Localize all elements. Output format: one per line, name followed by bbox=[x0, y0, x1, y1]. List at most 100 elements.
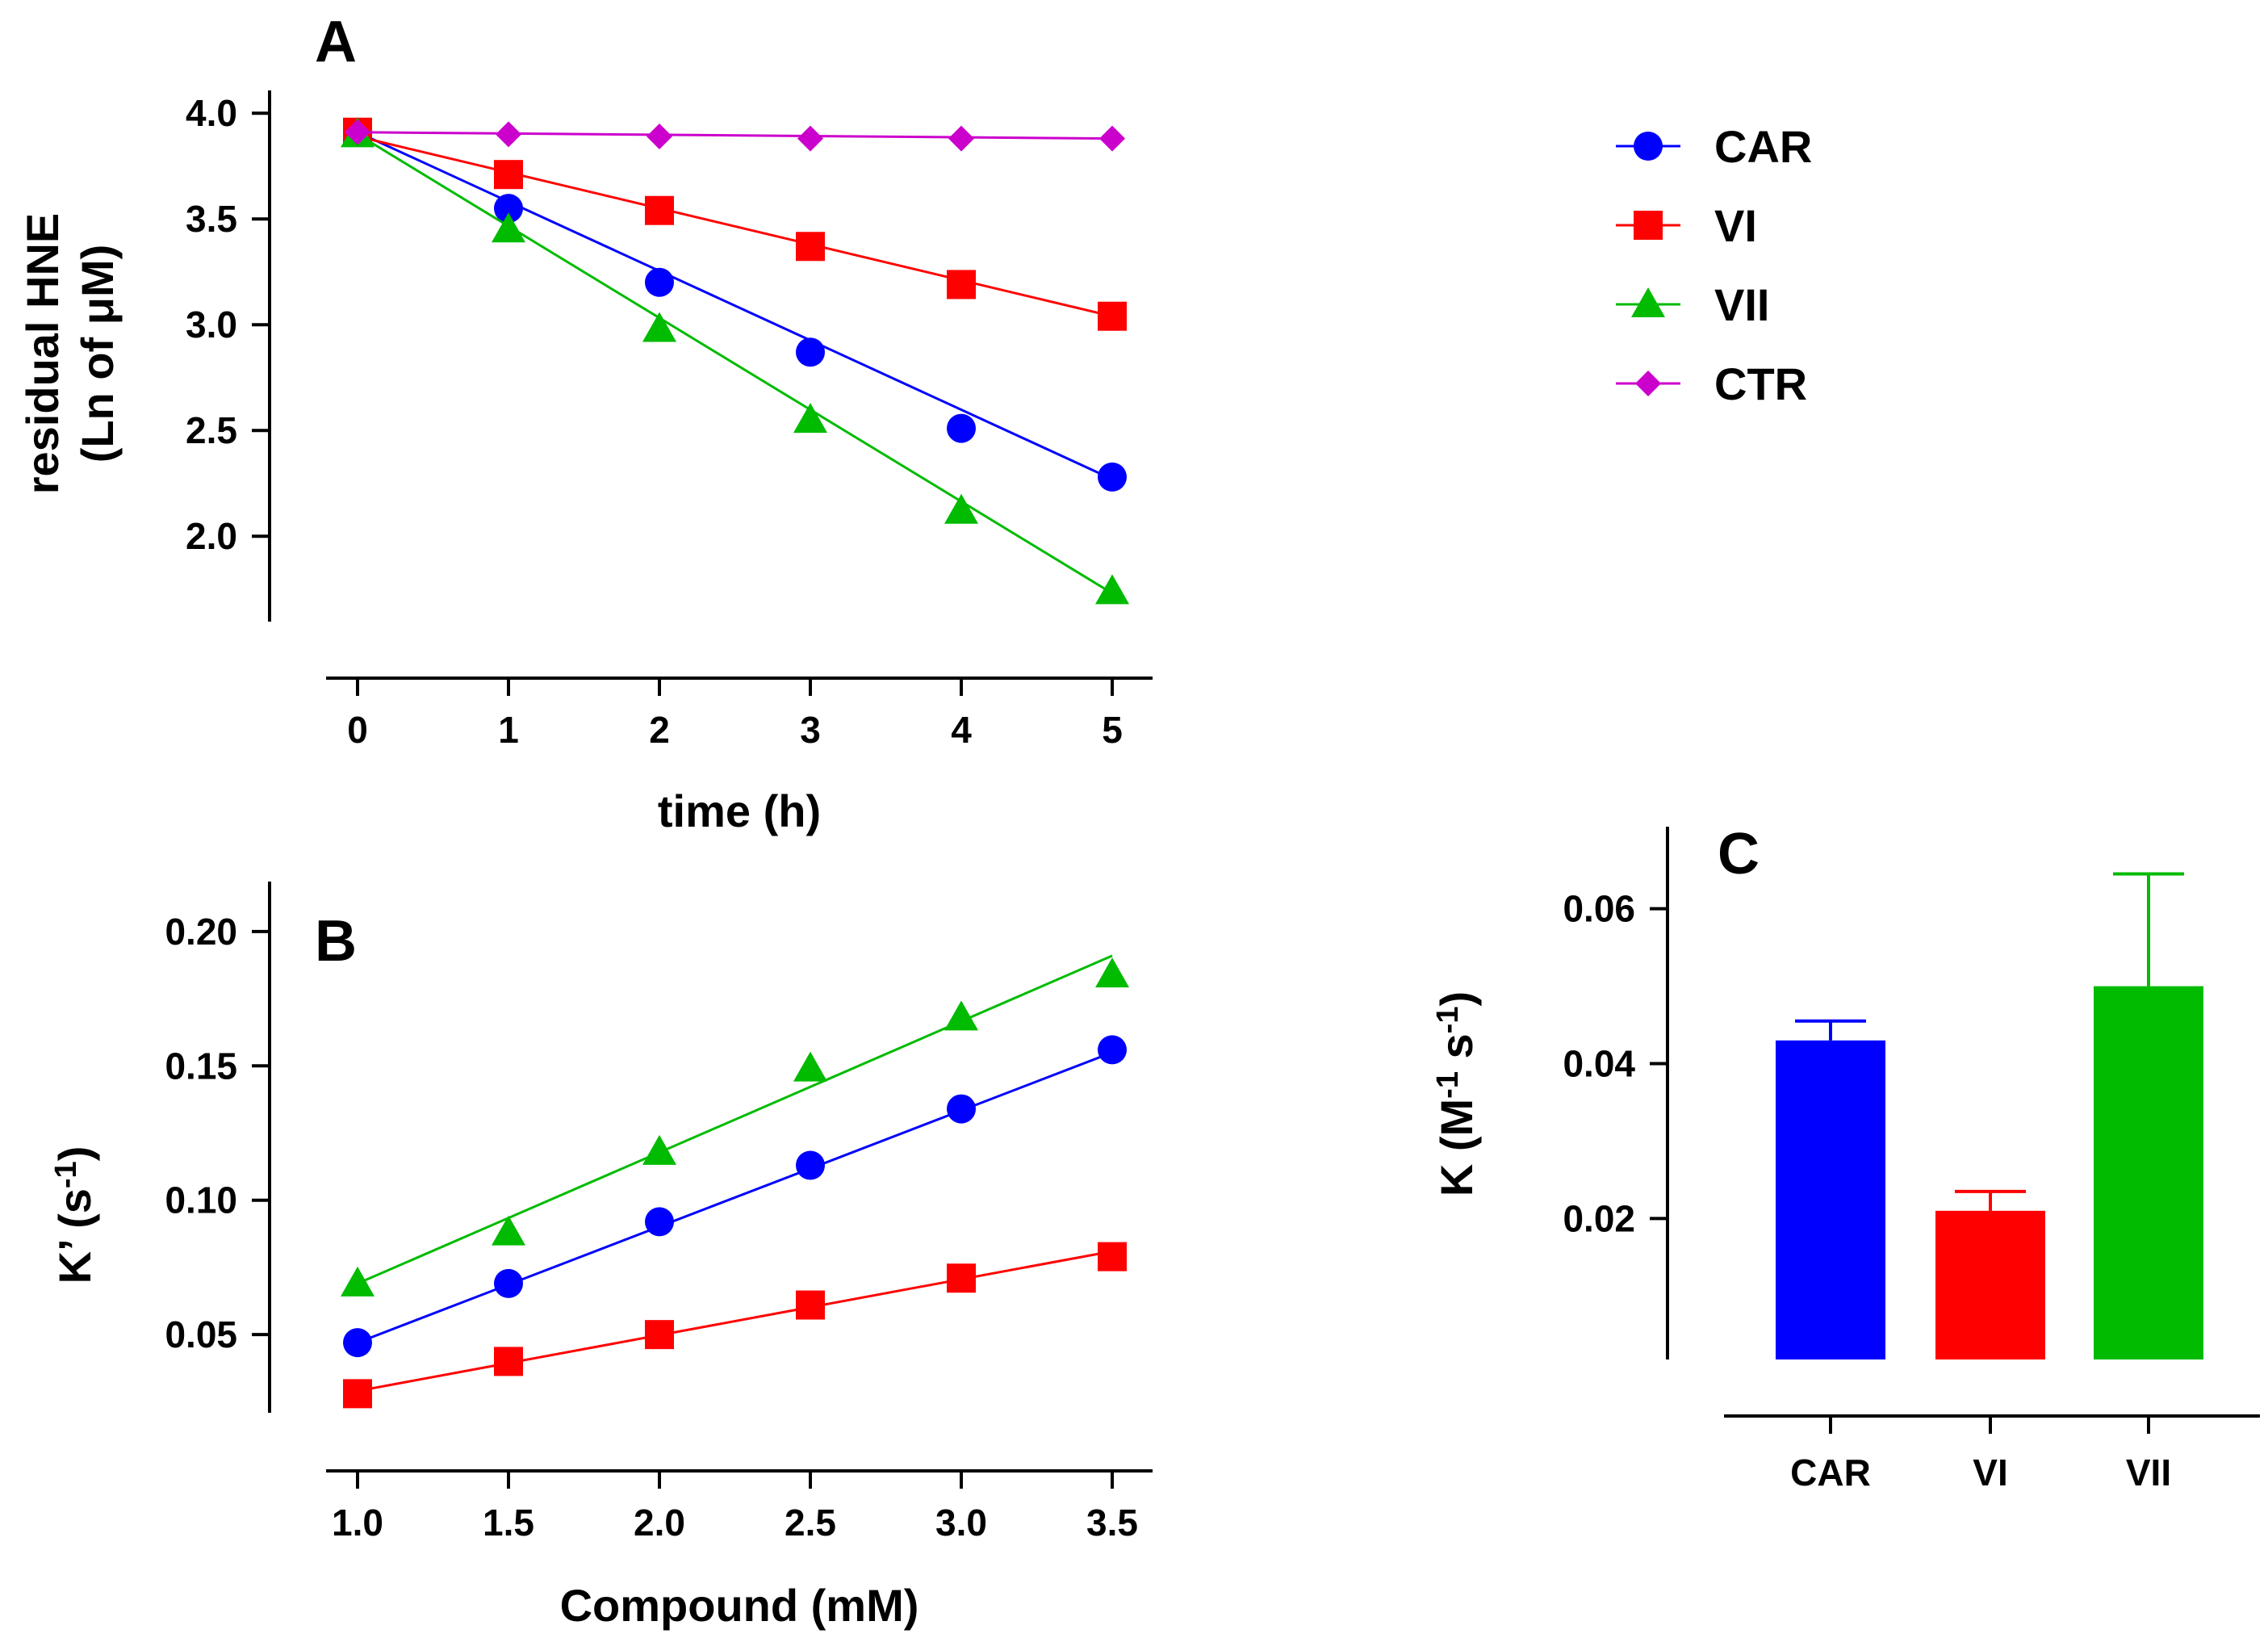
x-tick-label-vi: VI bbox=[1973, 1452, 2007, 1493]
fit-line-vi bbox=[357, 1250, 1113, 1393]
x-tick-label-vii: VII bbox=[2126, 1452, 2171, 1493]
x-tick-label: 3.5 bbox=[1086, 1502, 1138, 1544]
y-tick-label: 3.0 bbox=[186, 304, 237, 346]
x-tick-label: 2 bbox=[649, 709, 670, 751]
point-vii bbox=[341, 1266, 375, 1297]
ticks-c: 0.02 0.04 0.06 CAR VI VII bbox=[1563, 888, 2171, 1493]
y-tick-label: 0.04 bbox=[1563, 1043, 1635, 1085]
panel-label-b: B bbox=[315, 909, 357, 974]
x-tick-label: 2.5 bbox=[785, 1502, 836, 1544]
point-vii bbox=[944, 493, 978, 524]
y-tick-label: 3.5 bbox=[186, 198, 237, 240]
y-axis-label-b-sup: -1 bbox=[49, 1161, 83, 1188]
legend-label-car: CAR bbox=[1714, 121, 1812, 172]
point-ctr bbox=[797, 125, 823, 152]
point-vi bbox=[343, 1379, 372, 1409]
x-axis-label-b: Compound (mM) bbox=[560, 1580, 919, 1631]
y-axis-label-b: K’ (s-1) bbox=[49, 1146, 100, 1284]
legend-label-ctr: CTR bbox=[1714, 358, 1807, 409]
y-axis-label-b-main: K’ (s bbox=[49, 1188, 100, 1284]
legend-marker-vii bbox=[1631, 287, 1665, 317]
point-vi bbox=[947, 270, 976, 300]
point-car bbox=[343, 1328, 372, 1358]
point-vi bbox=[796, 1290, 825, 1320]
x-tick-label: 4 bbox=[951, 709, 972, 751]
y-axis-label-a-line1: residual HNE bbox=[17, 213, 68, 495]
point-vi bbox=[645, 1320, 674, 1350]
legend-label-vi: VI bbox=[1714, 200, 1757, 251]
point-vii bbox=[492, 1215, 525, 1246]
ticks-b: 1.0 1.5 2.0 2.5 3.0 3.5 0.05 0.10 0.15 0.20 bbox=[165, 911, 1138, 1544]
x-tick-label: 5 bbox=[1102, 709, 1123, 751]
point-vi bbox=[947, 1263, 976, 1293]
x-tick-label: 1.0 bbox=[332, 1502, 383, 1544]
point-ctr bbox=[345, 119, 370, 145]
ticks-a: 0 1 2 3 4 5 2.0 2.5 3.0 3.5 4.0 bbox=[186, 92, 1123, 751]
point-vii bbox=[492, 212, 525, 243]
panel-b: B K’ (s-1) Compound (mM) 1.0 1.5 2.0 2.5 3.0… bbox=[49, 882, 1153, 1631]
point-car bbox=[645, 1207, 674, 1237]
x-tick-label: 1.5 bbox=[483, 1502, 534, 1544]
x-axis-label-a: time (h) bbox=[658, 785, 821, 836]
marks-c bbox=[1776, 872, 2203, 1359]
fit-line-car bbox=[357, 1051, 1113, 1344]
point-vii bbox=[642, 1134, 676, 1165]
marks-b bbox=[341, 954, 1129, 1409]
panel-a: A residual HNE (Ln of μM) time (h) 0 1 2 3 4… bbox=[17, 10, 1153, 836]
fit-line-vi bbox=[357, 135, 1113, 318]
y-tick-label: 2.5 bbox=[186, 409, 237, 451]
marks-a bbox=[341, 117, 1129, 605]
point-vii bbox=[1095, 957, 1129, 988]
legend-marker-vi bbox=[1634, 211, 1663, 240]
y-tick-label: 4.0 bbox=[186, 92, 237, 134]
point-vii bbox=[1095, 574, 1129, 605]
point-car bbox=[1098, 462, 1127, 492]
y-tick-label: 0.05 bbox=[165, 1313, 237, 1355]
point-vi bbox=[1098, 301, 1127, 331]
point-car bbox=[947, 413, 976, 443]
point-ctr bbox=[647, 124, 672, 150]
legend-label-vii: VII bbox=[1714, 279, 1769, 330]
legend-marker-ctr bbox=[1635, 371, 1661, 396]
y-tick-label: 0.10 bbox=[165, 1179, 237, 1221]
fit-line-ctr bbox=[357, 131, 1113, 140]
y-axis-label-b-end: ) bbox=[49, 1146, 100, 1162]
y-tick-label: 0.20 bbox=[165, 911, 237, 953]
y-tick-label: 0.15 bbox=[165, 1045, 237, 1087]
point-car bbox=[494, 194, 523, 224]
point-vi bbox=[796, 232, 825, 262]
point-car bbox=[645, 267, 674, 297]
y-axis-label-c-p0: K (M bbox=[1431, 1099, 1482, 1196]
y-axis-label-c: K (M-1 s-1) bbox=[1431, 991, 1482, 1196]
bar-vi bbox=[1935, 1210, 2045, 1359]
point-vii bbox=[793, 1051, 827, 1082]
point-car bbox=[796, 337, 825, 367]
point-vi bbox=[1098, 1242, 1127, 1271]
point-ctr bbox=[496, 121, 521, 148]
y-axis-label-a-line2: (Ln of μM) bbox=[72, 245, 123, 463]
y-tick-label: 0.06 bbox=[1563, 888, 1635, 930]
bar-car bbox=[1776, 1040, 1885, 1359]
point-vii bbox=[944, 1000, 978, 1031]
bar-vii bbox=[2094, 986, 2203, 1359]
x-tick-label: 3.0 bbox=[935, 1502, 987, 1544]
x-tick-label: 0 bbox=[347, 709, 368, 751]
x-tick-label: 3 bbox=[800, 709, 821, 751]
fit-line-vii bbox=[357, 133, 1113, 595]
x-tick-label: 1 bbox=[498, 709, 519, 751]
point-vii bbox=[642, 312, 676, 342]
fit-line-car bbox=[357, 131, 1113, 480]
y-axis-label-c-p1: -1 bbox=[1431, 1071, 1465, 1099]
y-axis-label-c-p2: s bbox=[1431, 1033, 1482, 1071]
point-car bbox=[796, 1150, 825, 1180]
y-axis-label-c-p4: ) bbox=[1431, 991, 1482, 1007]
legend: CAR VI VII CTR bbox=[1616, 121, 1812, 409]
y-tick-label: 2.0 bbox=[186, 515, 237, 557]
point-ctr bbox=[948, 125, 974, 152]
y-tick-label: 0.02 bbox=[1563, 1197, 1635, 1239]
panel-label-a: A bbox=[315, 10, 357, 74]
x-tick-label-car: CAR bbox=[1790, 1452, 1871, 1493]
point-car bbox=[1098, 1035, 1127, 1065]
point-vi bbox=[645, 195, 674, 225]
